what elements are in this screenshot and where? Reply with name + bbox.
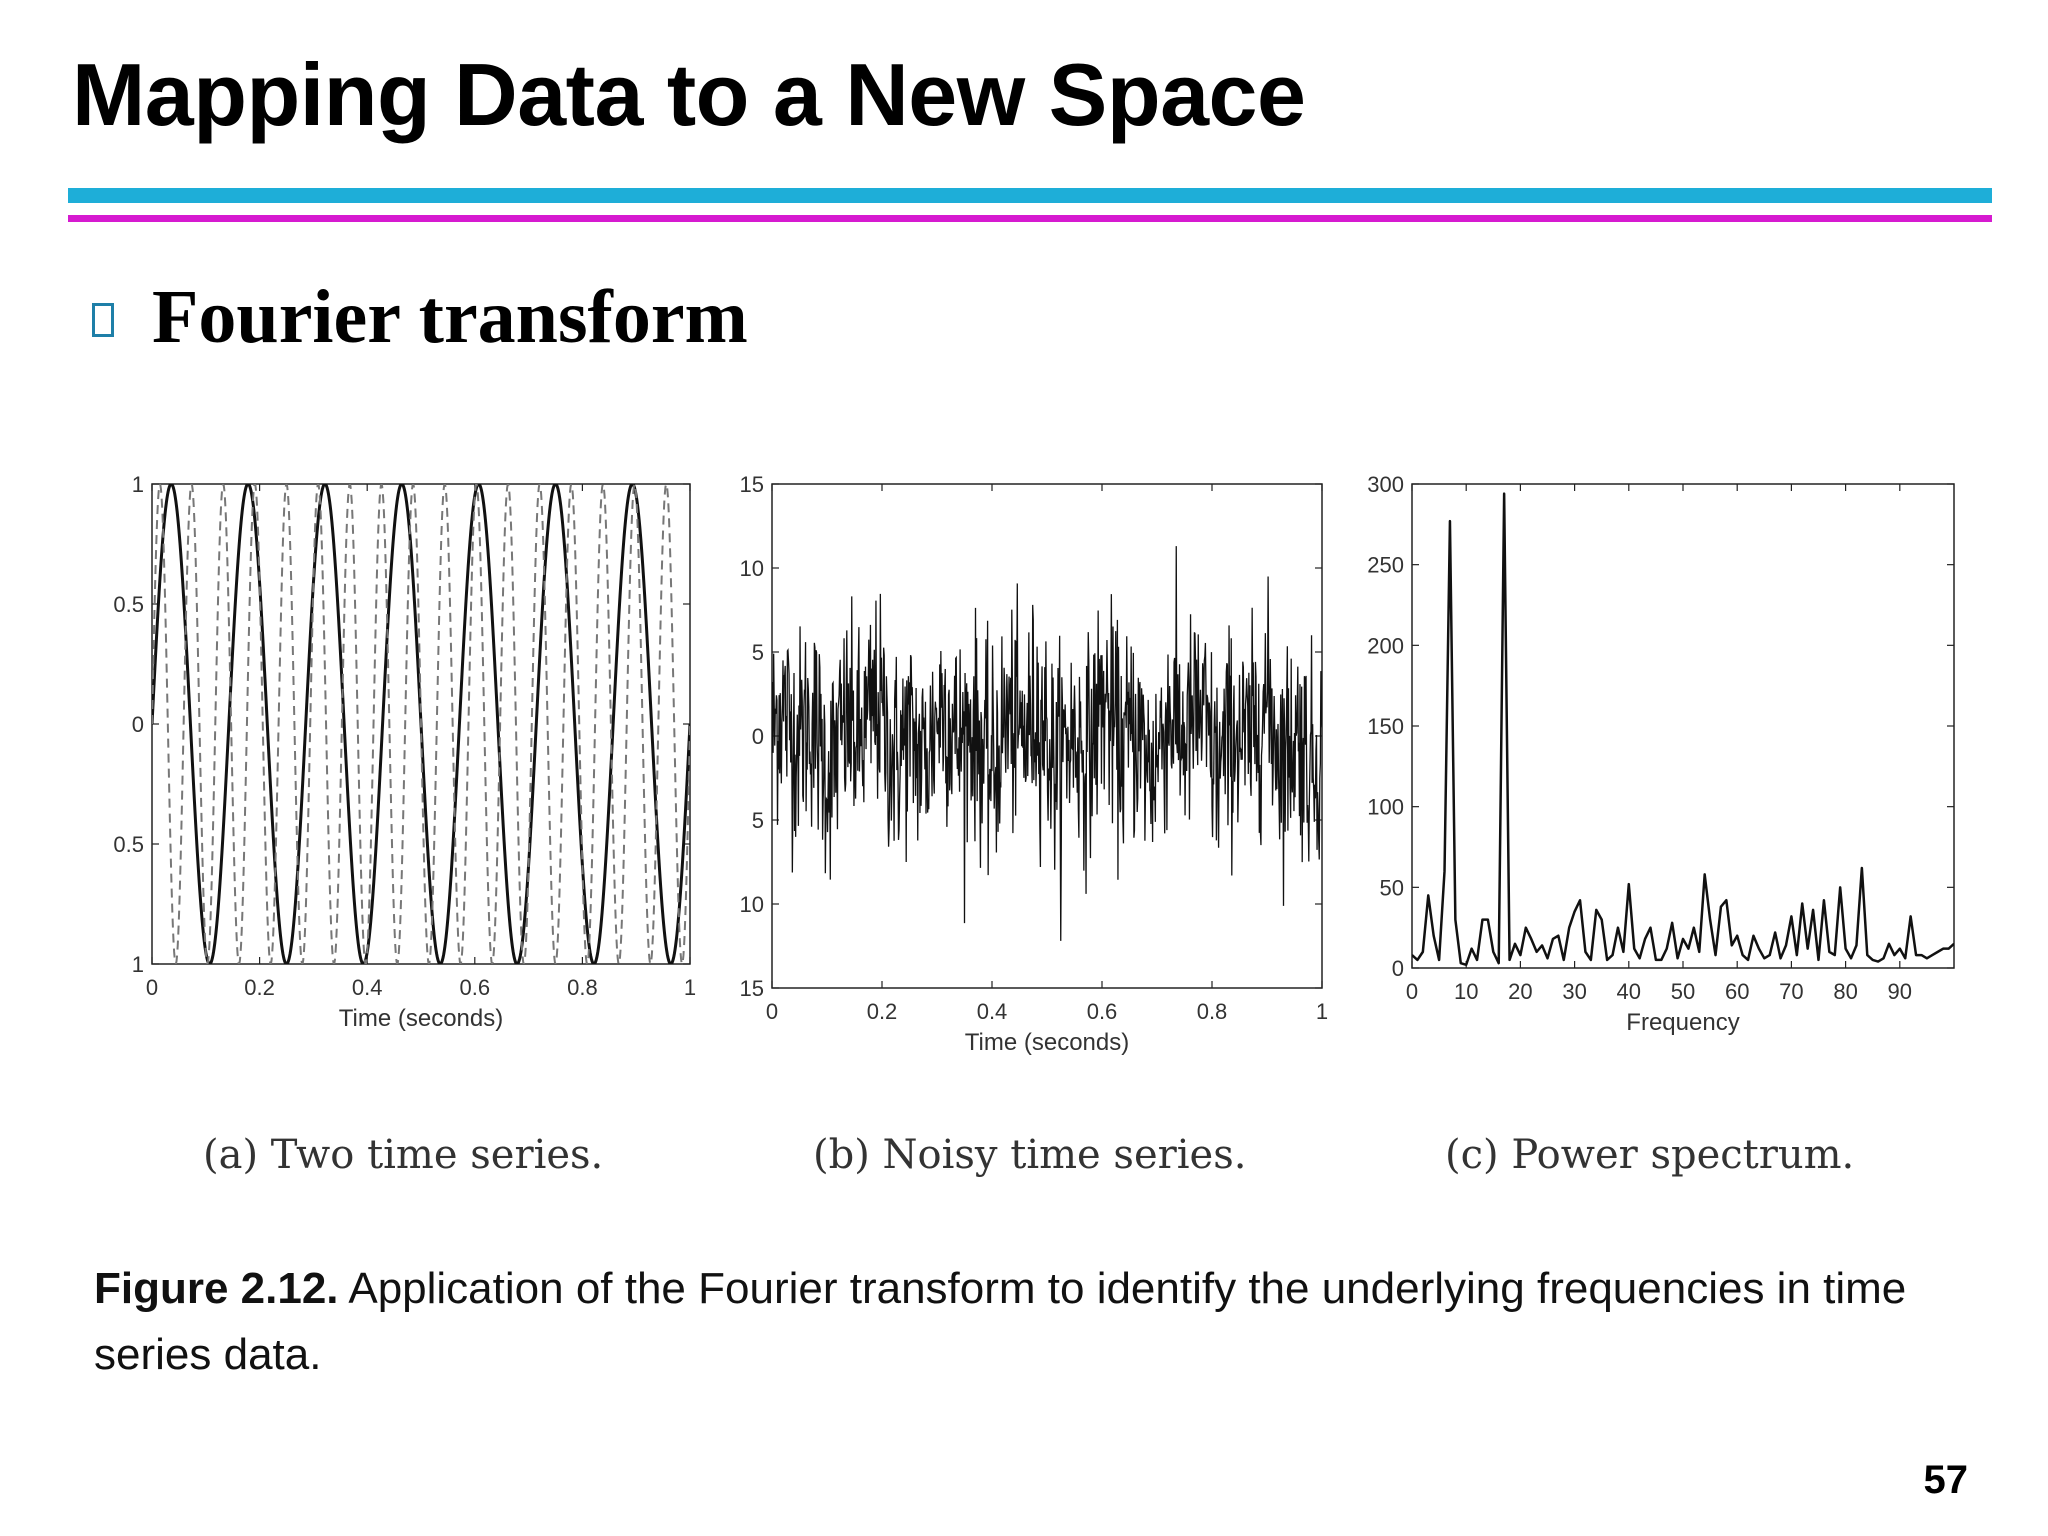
- title-rule-magenta: [68, 215, 1992, 222]
- y-tick-label: 0: [132, 712, 144, 737]
- x-tick-label: 90: [1888, 979, 1912, 1004]
- x-tick-label: 0.6: [1087, 999, 1118, 1024]
- y-tick-label: 15: [740, 976, 764, 1001]
- y-tick-label: 0: [1392, 956, 1404, 981]
- x-tick-label: 0: [766, 999, 778, 1024]
- x-tick-label: 0.4: [352, 975, 383, 1000]
- y-tick-label: 50: [1380, 875, 1404, 900]
- x-tick-label: 0.8: [567, 975, 598, 1000]
- figure-label: Figure 2.12.: [94, 1264, 339, 1313]
- caption-c: (c) Power spectrum.: [1445, 1132, 1855, 1178]
- y-tick-label: 1: [132, 472, 144, 497]
- y-tick-label: 10: [740, 892, 764, 917]
- figure-caption: Figure 2.12. Application of the Fourier …: [94, 1256, 1974, 1388]
- y-tick-label: 200: [1367, 633, 1404, 658]
- series-line-noisy: [772, 546, 1322, 941]
- y-tick-label: 0: [752, 724, 764, 749]
- series-line-2: [152, 484, 690, 964]
- x-tick-label: 0: [1406, 979, 1418, 1004]
- y-tick-label: 1: [132, 952, 144, 977]
- series-group: [1412, 492, 1954, 967]
- bullet-square-icon: [92, 303, 114, 337]
- x-tick-label: 40: [1617, 979, 1641, 1004]
- y-tick-label: 5: [752, 640, 764, 665]
- figure-caption-text: Application of the Fourier transform to …: [94, 1264, 1907, 1379]
- series-line-spectrum: [1412, 492, 1954, 967]
- y-tick-label: 10: [740, 556, 764, 581]
- plot-frame: [1411, 483, 1955, 969]
- x-tick-label: 50: [1671, 979, 1695, 1004]
- page-number: 57: [1923, 1458, 1969, 1502]
- slide-title: Mapping Data to a New Space: [72, 45, 1306, 144]
- x-tick-label: 1: [684, 975, 696, 1000]
- y-tick-label: 0.5: [113, 592, 144, 617]
- x-tick-label: 10: [1454, 979, 1478, 1004]
- x-tick-label: 0.8: [1197, 999, 1228, 1024]
- x-tick-label: 0.2: [867, 999, 898, 1024]
- x-axis-label: Time (seconds): [339, 1005, 503, 1032]
- caption-b: (b) Noisy time series.: [813, 1132, 1247, 1178]
- series-group: [772, 546, 1322, 941]
- y-tick-label: 15: [740, 472, 764, 497]
- chart-c-power-spectrum: 0 10 20 30 40 50 60 70 80 90 0 50 100 150 200 250 300 Fre…: [1367, 472, 1955, 1036]
- y-tick-label: 150: [1367, 714, 1404, 739]
- x-tick-label: 1: [1316, 999, 1328, 1024]
- x-tick-label: 80: [1833, 979, 1857, 1004]
- chart-a-two-time-series: 0 0.2 0.4 0.6 0.8 1 1 0.5 0 0.5 1 Time (seconds): [113, 472, 696, 1032]
- x-tick-label: 0: [146, 975, 158, 1000]
- x-tick-label: 30: [1562, 979, 1586, 1004]
- y-tick-label: 300: [1367, 472, 1404, 497]
- x-tick-label: 20: [1508, 979, 1532, 1004]
- bullet-text: Fourier transform: [152, 275, 748, 359]
- x-axis-label: Frequency: [1626, 1009, 1739, 1036]
- x-tick-label: 0.6: [460, 975, 491, 1000]
- x-tick-label: 0.4: [977, 999, 1008, 1024]
- title-rule-cyan: [68, 188, 1992, 203]
- chart-b-noisy-time-series: 0 0.2 0.4 0.6 0.8 1 15 10 5 0 5 10 15 Time (seconds): [740, 472, 1329, 1056]
- y-tick-label: 0.5: [113, 832, 144, 857]
- caption-a: (a) Two time series.: [203, 1132, 604, 1178]
- x-tick-label: 60: [1725, 979, 1749, 1004]
- x-tick-label: 70: [1779, 979, 1803, 1004]
- x-tick-label: 0.2: [244, 975, 275, 1000]
- y-tick-label: 5: [752, 808, 764, 833]
- y-tick-label: 250: [1367, 553, 1404, 578]
- x-axis-label: Time (seconds): [965, 1029, 1129, 1056]
- series-group: [152, 484, 690, 964]
- y-tick-label: 100: [1367, 795, 1404, 820]
